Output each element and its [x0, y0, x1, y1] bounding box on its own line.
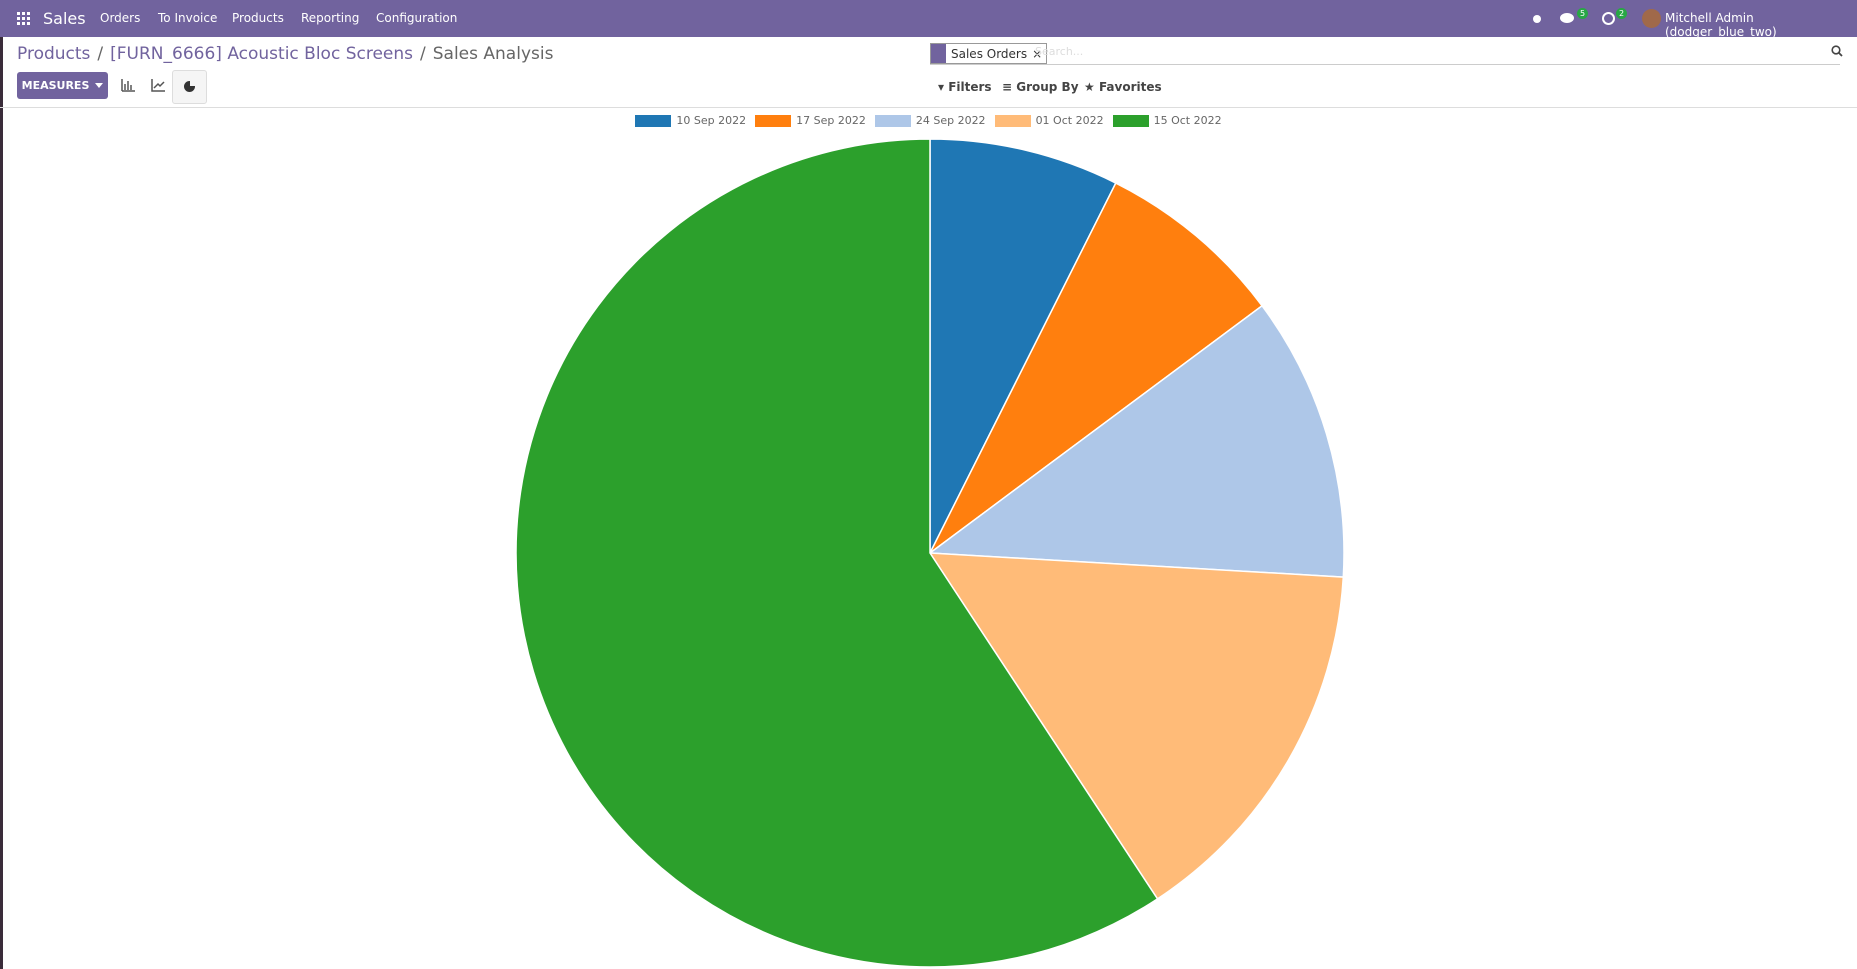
- legend-label: 17 Sep 2022: [796, 114, 866, 127]
- group-by-label: Group By: [1016, 80, 1079, 94]
- activity-badge: 2: [1616, 8, 1628, 19]
- chat-icon[interactable]: [1559, 12, 1575, 25]
- line-chart-button[interactable]: [151, 79, 166, 92]
- menu-item[interactable]: Configuration: [376, 11, 458, 25]
- pie-chart-button[interactable]: [172, 70, 207, 104]
- user-name[interactable]: Mitchell Admin (dodger_blue_two): [1665, 11, 1777, 39]
- facet-label: Sales Orders: [951, 46, 1028, 61]
- legend-label: 10 Sep 2022: [676, 114, 747, 127]
- facet-remove[interactable]: ×: [1032, 46, 1043, 61]
- breadcrumb-current: Sales Analysis: [432, 44, 554, 64]
- legend-item[interactable]: 15 Oct 2022: [1112, 114, 1222, 127]
- navbar: Sales Orders To Invoice Products Reporti…: [0, 0, 1857, 39]
- legend-swatch: [994, 114, 1031, 127]
- pie-icon: [184, 80, 196, 92]
- pie-slice: [515, 138, 1159, 968]
- pie-slice: [927, 304, 1345, 578]
- search-icon[interactable]: [1831, 45, 1843, 57]
- bar-chart-button[interactable]: [121, 79, 136, 92]
- pie-slice: [928, 552, 1345, 900]
- legend-swatch: [1112, 114, 1149, 127]
- menu-item[interactable]: Products: [232, 11, 284, 25]
- legend-item[interactable]: 17 Sep 2022: [755, 114, 866, 127]
- search-facet[interactable]: Sales Orders ×: [930, 43, 1048, 64]
- legend: 10 Sep 2022 17 Sep 2022 24 Sep 2022 01 Oct …: [0, 114, 1857, 127]
- filters-label: Filters: [948, 80, 992, 94]
- legend-label: 15 Oct 2022: [1153, 114, 1222, 127]
- legend-item[interactable]: 10 Sep 2022: [635, 114, 746, 127]
- breadcrumb: Products / [FURN_6666] Acoustic Bloc Scree…: [17, 44, 553, 64]
- breadcrumb-item[interactable]: [FURN_6666] Acoustic Bloc Screens: [110, 44, 414, 64]
- breadcrumb-item[interactable]: Products: [17, 44, 91, 64]
- legend-item[interactable]: 01 Oct 2022: [994, 114, 1104, 127]
- legend-item[interactable]: 24 Sep 2022: [874, 114, 986, 127]
- pie-slice: [929, 182, 1264, 554]
- legend-label: 24 Sep 2022: [915, 114, 986, 127]
- chat-badge: 5: [1577, 8, 1589, 19]
- favorites-label: Favorites: [1098, 80, 1162, 94]
- legend-swatch: [635, 114, 672, 127]
- breadcrumb-separator: /: [97, 44, 104, 64]
- pie-slice: [929, 138, 1117, 554]
- legend-label: 01 Oct 2022: [1035, 114, 1104, 127]
- legend-swatch: [755, 114, 792, 127]
- favorites-button[interactable]: ★ Favorites: [1084, 80, 1162, 94]
- search-placeholder[interactable]: Search...: [1035, 45, 1084, 58]
- filters-button[interactable]: ▾ Filters: [938, 80, 992, 94]
- menu-item[interactable]: Orders: [100, 11, 141, 25]
- caret: [95, 83, 104, 88]
- search-underline: [930, 64, 1840, 65]
- activity-icon[interactable]: [1602, 12, 1615, 25]
- divider: [0, 107, 1857, 108]
- measures-button[interactable]: MEASURES: [17, 72, 108, 99]
- breadcrumb-separator: /: [420, 44, 426, 64]
- window-edge: [0, 37, 3, 969]
- group-by-button[interactable]: ≡ Group By: [1002, 80, 1079, 94]
- apps-icon[interactable]: [17, 12, 31, 26]
- legend-swatch: [874, 114, 911, 127]
- app-name[interactable]: Sales: [43, 9, 86, 28]
- facet-icon: [931, 44, 946, 63]
- debug-icon[interactable]: [1531, 12, 1543, 24]
- menu-item[interactable]: To Invoice: [158, 11, 218, 25]
- menu-item[interactable]: Reporting: [301, 11, 360, 25]
- measures-label: MEASURES: [21, 79, 90, 92]
- avatar[interactable]: [1642, 9, 1661, 28]
